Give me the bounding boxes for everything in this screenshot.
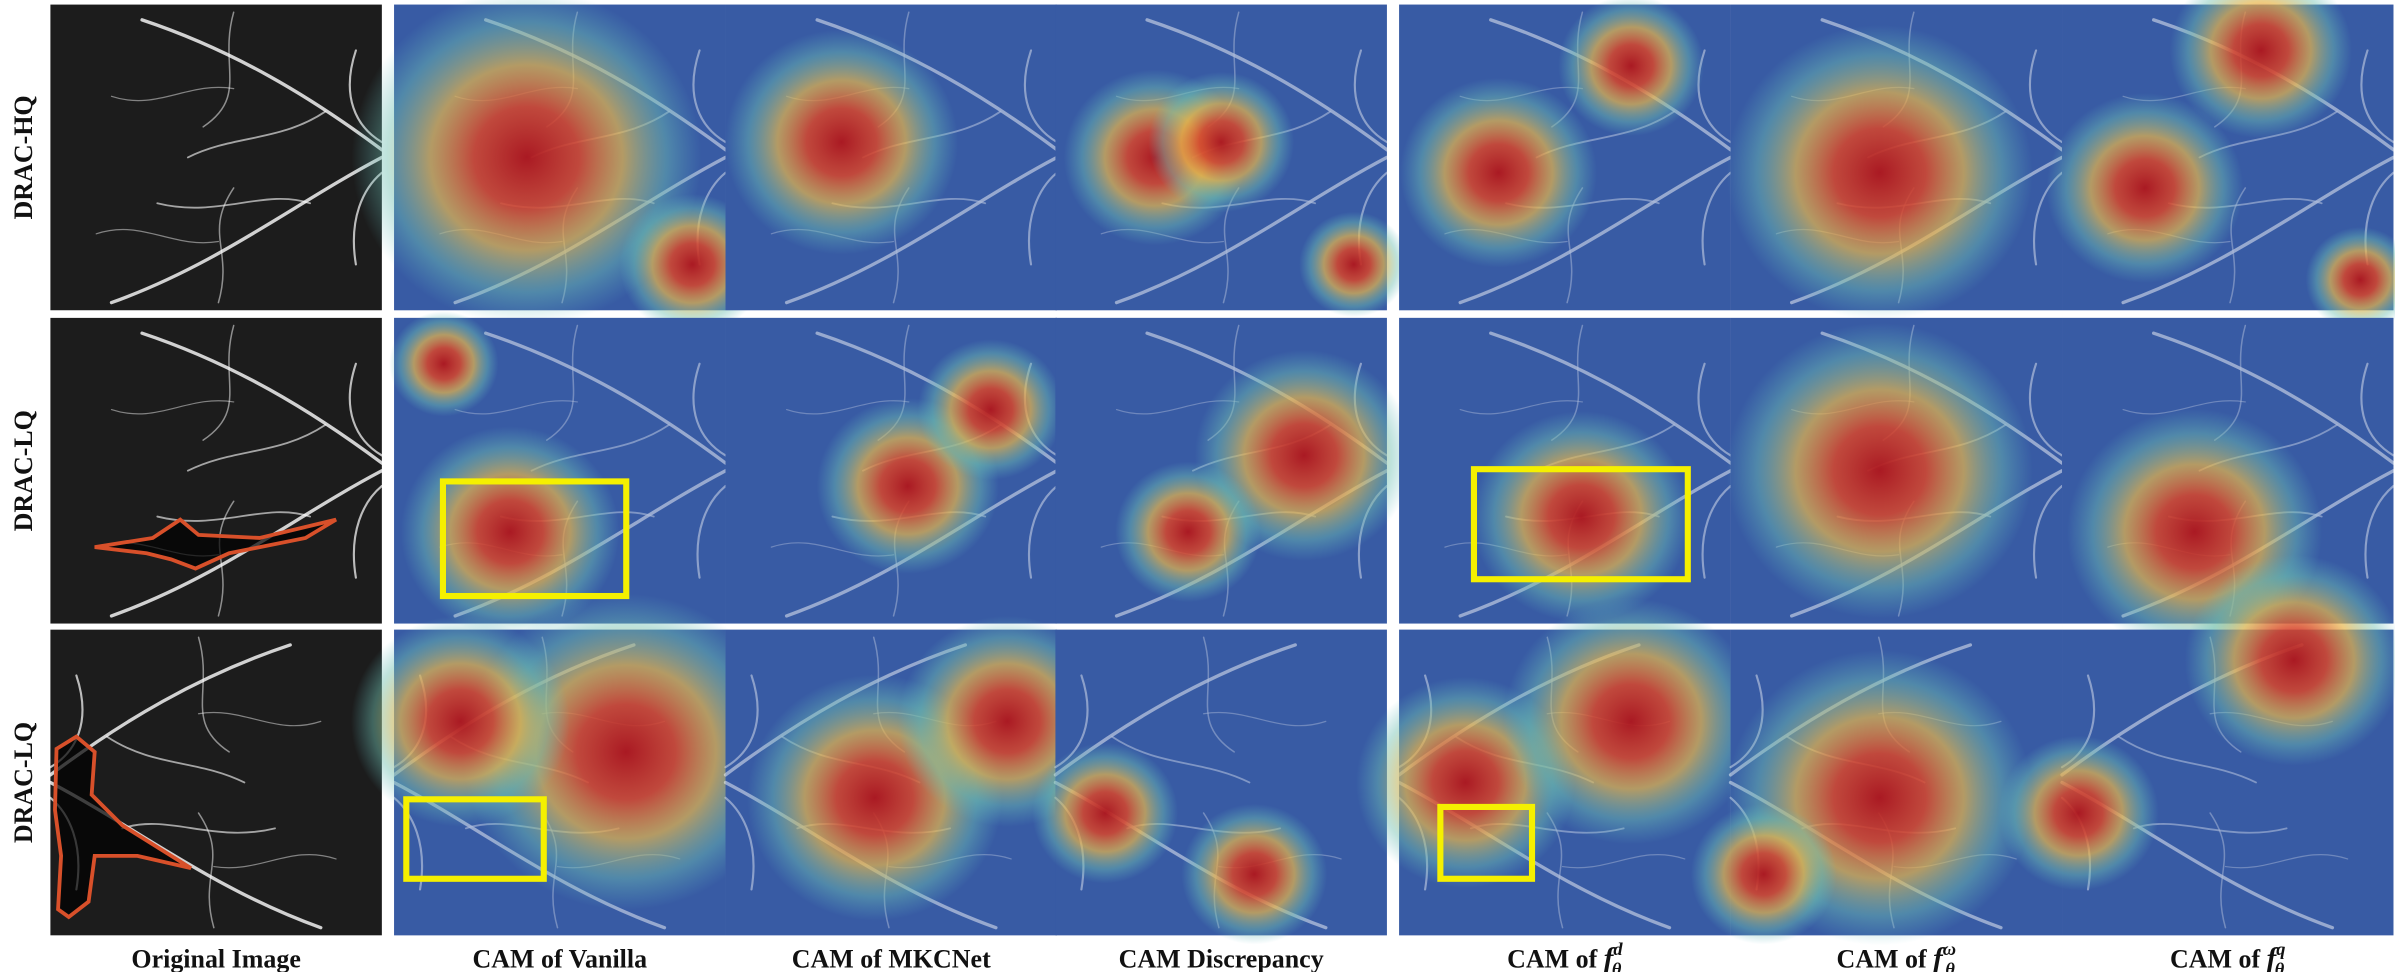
column-label-text: CAM of Vanilla (473, 944, 648, 972)
image-panel (352, 0, 766, 335)
heatmap-blob (1400, 78, 1597, 268)
math-sup: q (2276, 939, 2285, 959)
image-panel (726, 318, 1064, 624)
image-panel (725, 5, 1057, 311)
image-panel (1032, 630, 1387, 945)
image-panel (1399, 0, 1730, 310)
image-panel (1727, 5, 2062, 321)
column-label: CAM Discrepancy (1119, 944, 1324, 972)
heatmap-blob (1691, 804, 1837, 945)
heatmap-blob (1181, 804, 1327, 945)
page: {"figure": { "rows": ["DRAC-HQ", "DRAC-L… (0, 0, 2395, 972)
heatmap-blob (918, 339, 1064, 480)
heatmap-blob (389, 311, 498, 416)
row-label: DRAC-HQ (9, 95, 38, 219)
math-sup: d (1613, 939, 1623, 959)
row-label: DRAC-LQ (9, 410, 38, 531)
figure: DRAC-HQ DRAC-LQ DRAC-LQ Original Image CAM o… (0, 0, 2395, 972)
heatmap-blob (1472, 411, 1691, 622)
column-label-text: Original Image (131, 944, 300, 972)
column-label-text: CAM of (2170, 944, 2267, 972)
panels (50, 0, 2395, 945)
row-label: DRAC-LQ (9, 722, 38, 843)
image-panel (351, 594, 790, 936)
math-sub: θ (1945, 959, 1955, 972)
heatmap-blob (2185, 555, 2395, 766)
column-label: CAM of MKCNet (792, 944, 991, 972)
heatmap-blob (1998, 736, 2158, 891)
math-sub: θ (1612, 959, 1622, 972)
heatmap-blob (1727, 25, 2033, 320)
heatmap-blob (1115, 462, 1261, 603)
math-sup: ω (1943, 939, 1956, 959)
math-sub: θ (2275, 959, 2285, 972)
column-label: Original Image (131, 944, 300, 972)
column-label-text: CAM of (1507, 944, 1604, 972)
heatmap-blob (1148, 72, 1294, 213)
heatmap-blob (1727, 323, 2033, 618)
image-panel (2046, 0, 2395, 332)
image-panel (50, 318, 381, 624)
image-panel (389, 311, 725, 637)
image-panel (50, 5, 381, 311)
heatmap-blob (1504, 598, 1759, 844)
column-label-text: CAM of (1837, 944, 1934, 972)
heatmap-blob (1032, 743, 1178, 884)
column-label: CAM of Vanilla (473, 944, 648, 972)
column-label-text: CAM of MKCNet (792, 944, 991, 972)
heatmap-blob (725, 30, 958, 255)
image-panel (1727, 318, 2062, 624)
heatmap-blob (351, 616, 570, 827)
heatmap-blob (1558, 0, 1704, 136)
image-panel (50, 630, 381, 936)
heatmap-blob (1299, 212, 1408, 317)
image-panel (1055, 318, 1413, 624)
column-label-text: CAM Discrepancy (1119, 944, 1324, 972)
image-panel (1055, 5, 1408, 318)
